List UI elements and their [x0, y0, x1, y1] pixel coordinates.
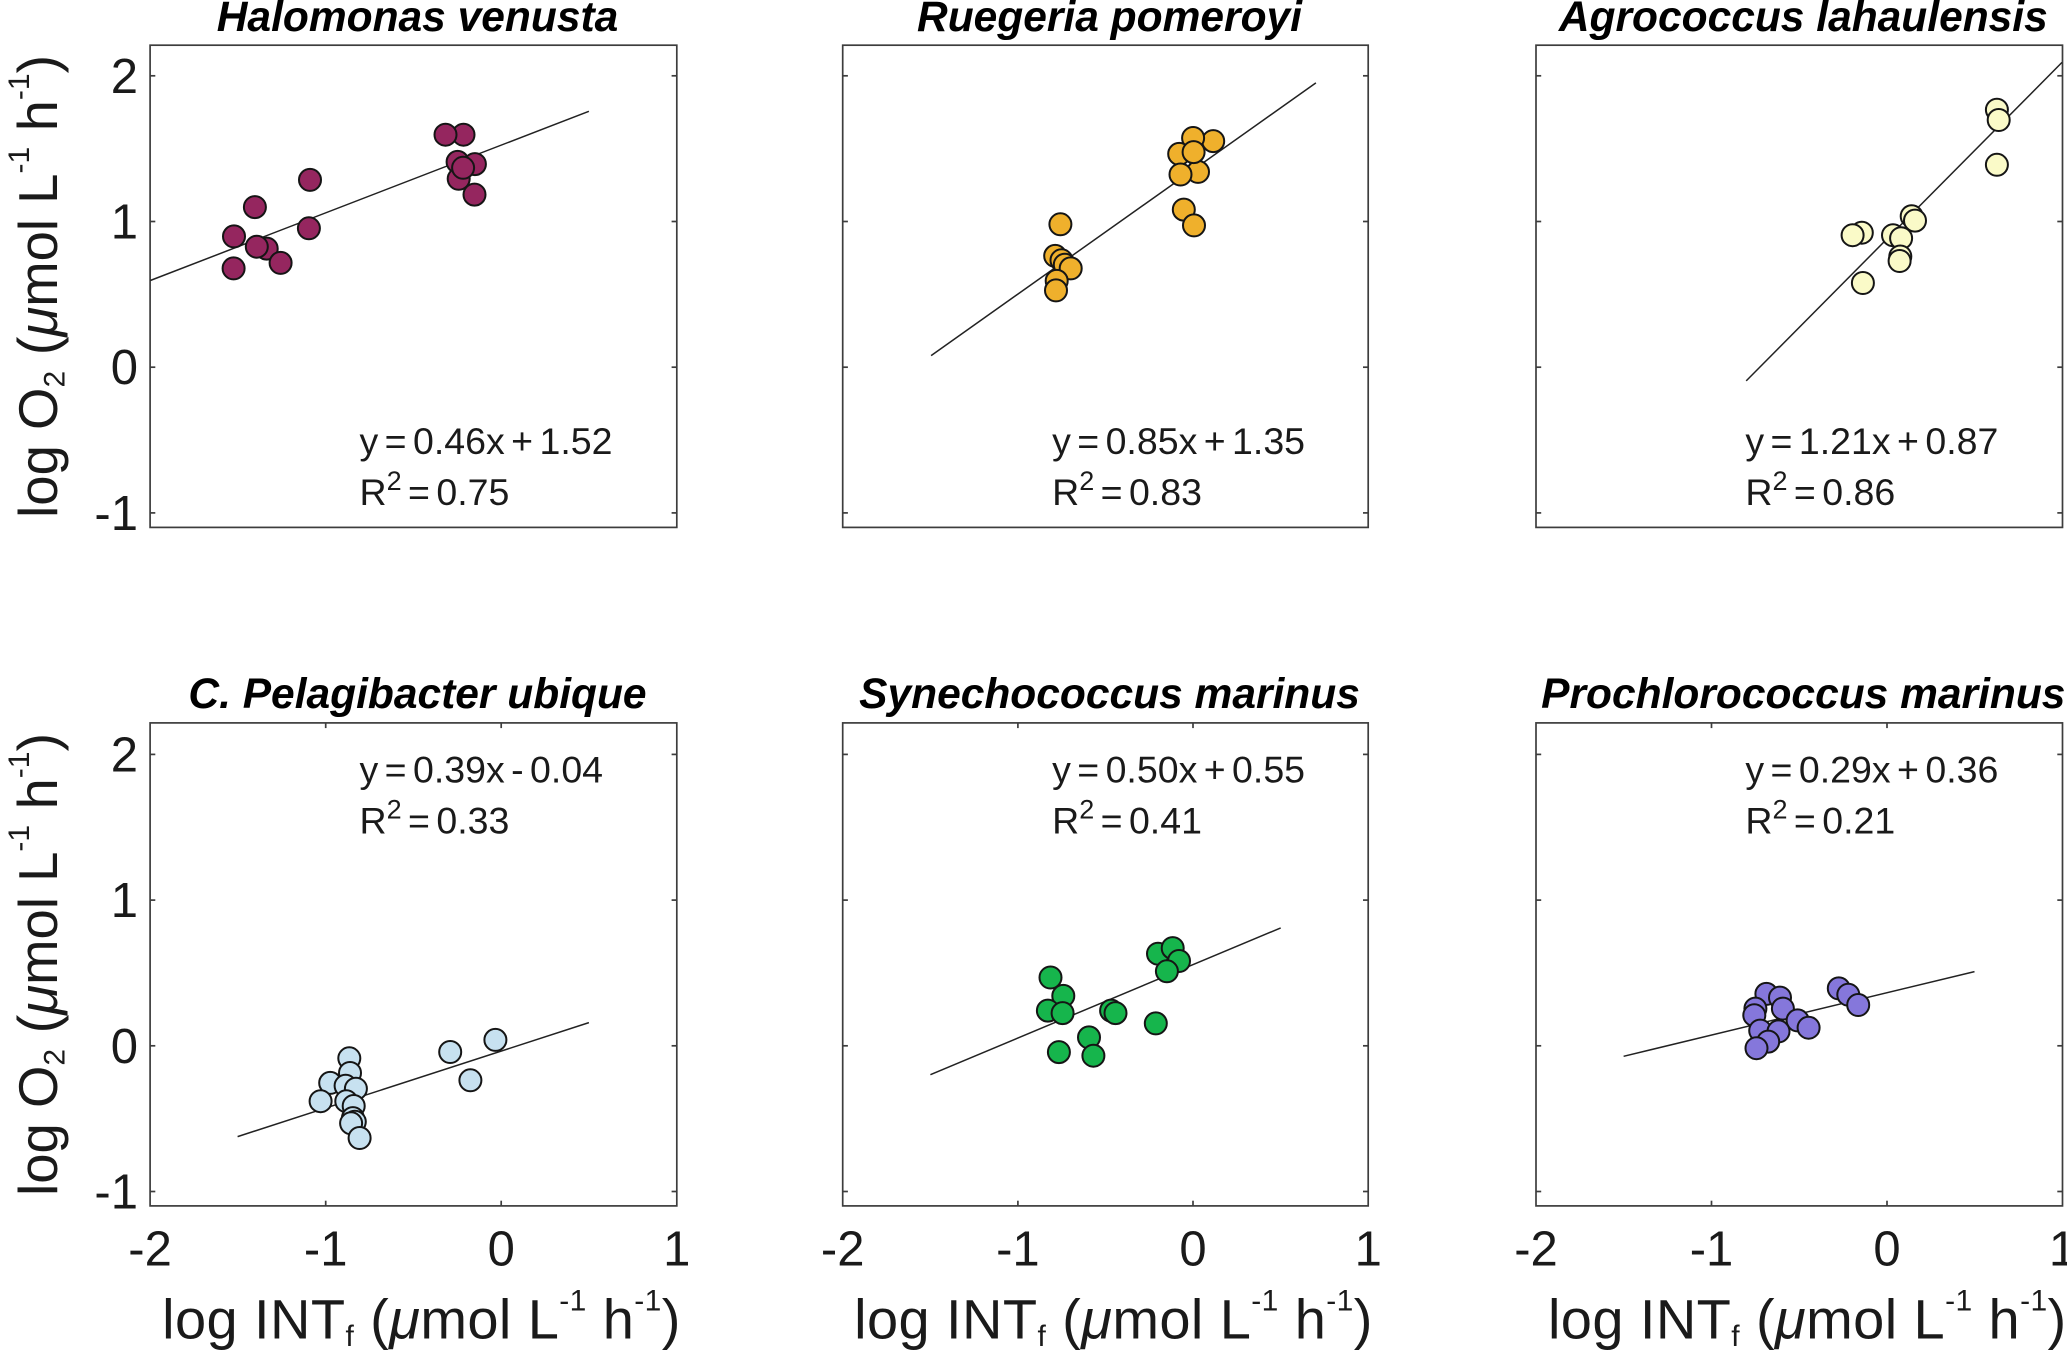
svg-text:Prochlorococcus marinus: Prochlorococcus marinus	[1541, 671, 2065, 718]
svg-text:R2 = 0.75: R2 = 0.75	[360, 466, 510, 513]
svg-text:R2 = 0.83: R2 = 0.83	[1052, 466, 1202, 513]
svg-text:0: 0	[1873, 1222, 1900, 1276]
svg-text:-1: -1	[996, 1222, 1040, 1276]
svg-text:log INTf (μmol L-1 h-1): log INTf (μmol L-1 h-1)	[1548, 1285, 2067, 1354]
svg-text:0: 0	[111, 341, 138, 395]
svg-text:-2: -2	[821, 1222, 865, 1276]
svg-text:-1: -1	[1690, 1222, 1734, 1276]
svg-text:-1: -1	[94, 1166, 138, 1220]
svg-text:C. Pelagibacter ubique: C. Pelagibacter ubique	[188, 671, 646, 718]
svg-text:Synechococcus marinus: Synechococcus marinus	[859, 671, 1360, 718]
svg-text:0: 0	[111, 1020, 138, 1074]
svg-text:log O2 (μmol L-1 h-1): log O2 (μmol L-1 h-1)	[3, 55, 72, 518]
svg-text:-1: -1	[94, 487, 138, 541]
svg-text:0: 0	[1179, 1222, 1206, 1276]
svg-text:R2 = 0.86: R2 = 0.86	[1745, 466, 1895, 513]
svg-text:1: 1	[663, 1222, 690, 1276]
svg-text:log INTf (μmol L-1 h-1): log INTf (μmol L-1 h-1)	[854, 1285, 1373, 1354]
svg-text:-2: -2	[128, 1222, 172, 1276]
svg-text:R2 = 0.33: R2 = 0.33	[360, 794, 510, 841]
svg-text:0: 0	[488, 1222, 515, 1276]
svg-text:y = 0.85x + 1.35: y = 0.85x + 1.35	[1052, 420, 1305, 462]
svg-text:Agrococcus lahaulensis: Agrococcus lahaulensis	[1558, 0, 2048, 41]
svg-text:Halomonas venusta: Halomonas venusta	[217, 0, 619, 41]
svg-text:-1: -1	[304, 1222, 348, 1276]
svg-text:R2 = 0.41: R2 = 0.41	[1052, 794, 1202, 841]
svg-text:2: 2	[111, 50, 138, 104]
svg-text:R2 = 0.21: R2 = 0.21	[1745, 794, 1895, 841]
svg-text:y = 1.21x + 0.87: y = 1.21x + 0.87	[1745, 420, 1998, 462]
svg-text:Ruegeria pomeroyi: Ruegeria pomeroyi	[917, 0, 1303, 41]
svg-text:1: 1	[111, 196, 138, 250]
svg-text:1: 1	[1355, 1222, 1382, 1276]
svg-text:y = 0.46x + 1.52: y = 0.46x + 1.52	[360, 420, 613, 462]
svg-text:y = 0.50x + 0.55: y = 0.50x + 0.55	[1052, 749, 1305, 791]
svg-text:-2: -2	[1514, 1222, 1558, 1276]
svg-text:log INTf (μmol L-1 h-1): log INTf (μmol L-1 h-1)	[162, 1285, 681, 1354]
svg-text:y = 0.29x + 0.36: y = 0.29x + 0.36	[1745, 749, 1998, 791]
svg-text:1: 1	[111, 874, 138, 928]
svg-text:log O2 (μmol L-1 h-1): log O2 (μmol L-1 h-1)	[3, 733, 72, 1196]
svg-text:1: 1	[2049, 1222, 2067, 1276]
svg-text:y = 0.39x - 0.04: y = 0.39x - 0.04	[360, 749, 604, 791]
svg-text:2: 2	[111, 728, 138, 782]
